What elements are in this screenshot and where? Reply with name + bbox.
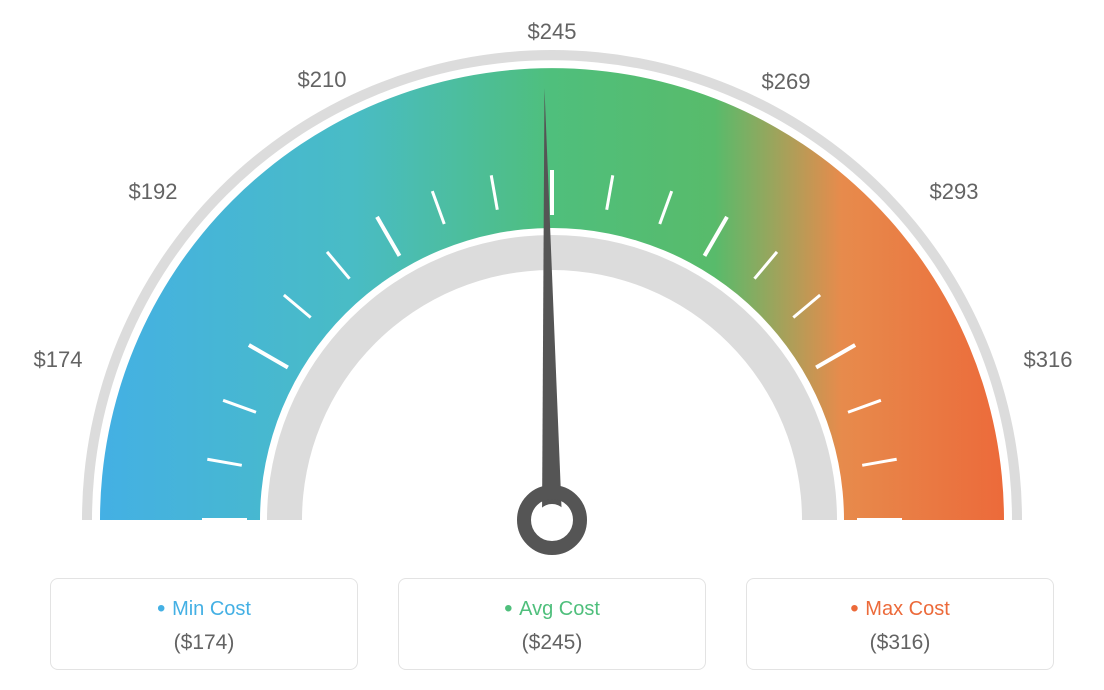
legend-value-avg: ($245) bbox=[409, 631, 695, 655]
gauge-chart: $174 $192 $210 $245 $269 $293 $316 bbox=[0, 0, 1104, 560]
gauge-tick-label: $245 bbox=[528, 19, 577, 45]
legend-card-avg: Avg Cost ($245) bbox=[398, 578, 706, 670]
gauge-tick-label: $293 bbox=[930, 179, 979, 205]
gauge-tick-label: $210 bbox=[298, 67, 347, 93]
gauge-tick-label: $269 bbox=[762, 69, 811, 95]
legend-card-max: Max Cost ($316) bbox=[746, 578, 1054, 670]
legend-title-max: Max Cost bbox=[757, 595, 1043, 623]
legend-row: Min Cost ($174) Avg Cost ($245) Max Cost… bbox=[0, 578, 1104, 670]
legend-title-avg: Avg Cost bbox=[409, 595, 695, 623]
legend-title-min: Min Cost bbox=[61, 595, 347, 623]
gauge-tick-label: $174 bbox=[34, 347, 83, 373]
legend-card-min: Min Cost ($174) bbox=[50, 578, 358, 670]
gauge-svg bbox=[0, 0, 1104, 560]
legend-value-min: ($174) bbox=[61, 631, 347, 655]
gauge-tick-label: $316 bbox=[1024, 347, 1073, 373]
gauge-tick-label: $192 bbox=[129, 179, 178, 205]
legend-value-max: ($316) bbox=[757, 631, 1043, 655]
